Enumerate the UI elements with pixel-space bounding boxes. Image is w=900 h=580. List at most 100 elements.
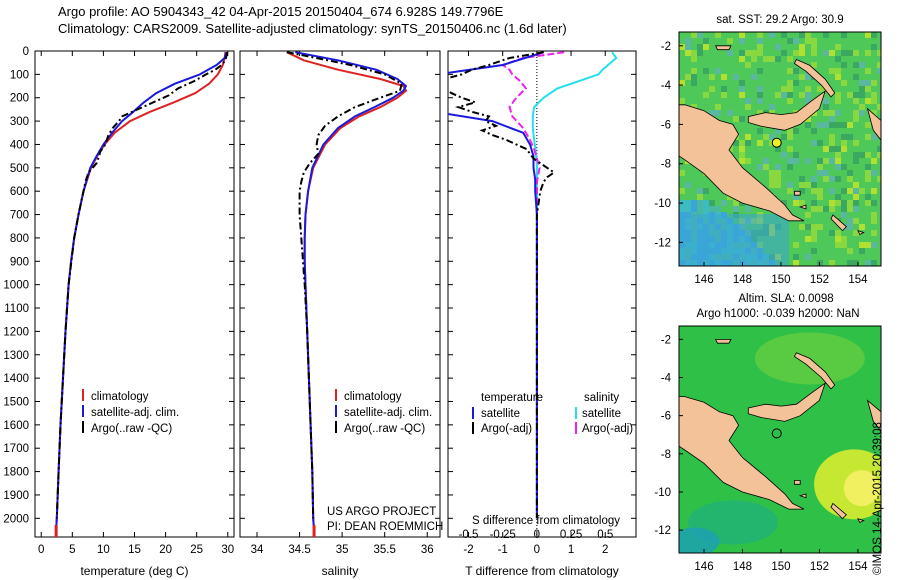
x-tick-label-salinity: 36 <box>421 544 434 556</box>
difference-series-group <box>448 51 618 519</box>
sst-cell <box>877 146 881 152</box>
imos-credit: ©IMOS 14-Apr-2015 20:39:08 <box>872 422 884 575</box>
sst-cell <box>865 200 871 206</box>
sst-cell <box>679 80 685 86</box>
map-y-tick-label: -12 <box>654 525 671 537</box>
sst-cell <box>787 38 793 44</box>
y-tick-label: 100 <box>10 69 29 81</box>
sst-cell <box>823 98 829 104</box>
sst-cell <box>787 80 793 86</box>
sst-cell <box>841 32 847 38</box>
y-tick-label: 1800 <box>3 467 29 479</box>
sst-cell <box>877 62 881 68</box>
sst-cell <box>811 44 817 50</box>
y-tick-label: 1100 <box>4 303 29 315</box>
sst-cell <box>703 92 709 98</box>
sst-cell <box>841 134 847 140</box>
sst-cell <box>835 176 841 182</box>
sst-cell <box>793 254 799 260</box>
y-tick-label: 800 <box>10 233 29 245</box>
sst-cell <box>871 80 877 86</box>
legend-label-temperature: Argo(..raw -QC) <box>91 423 172 435</box>
sst-cell <box>793 152 799 158</box>
sst-cell <box>739 86 745 92</box>
sst-cell <box>691 50 697 56</box>
sst-cell <box>799 74 805 80</box>
sst-cell <box>805 92 811 98</box>
x-tick-label-difference: 2 <box>602 544 608 556</box>
title-line-1: Argo profile: AO 5904343_42 04-Apr-2015 … <box>58 4 504 19</box>
sst-cell <box>805 236 811 242</box>
sst-cell <box>817 164 823 170</box>
sst-cell <box>841 62 847 68</box>
x-tick-label-temperature: 25 <box>190 544 203 556</box>
sst-cell <box>787 98 793 104</box>
sst-cell <box>853 74 859 80</box>
map-y-tick-label: -8 <box>661 159 671 171</box>
y-tick-label: 1700 <box>3 443 29 455</box>
sst-cell <box>775 182 781 188</box>
sst-cell <box>721 74 727 80</box>
sst-cell <box>685 206 691 212</box>
sst-cell <box>697 194 703 200</box>
sst-cell <box>811 230 817 236</box>
sst-cell <box>865 32 871 38</box>
sst-cell <box>817 260 823 266</box>
sst-cell <box>823 170 829 176</box>
legend-label-temperature: climatology <box>91 391 149 403</box>
sst-cell <box>817 158 823 164</box>
sst-cell <box>739 38 745 44</box>
sst-cell <box>757 92 763 98</box>
sst-cell <box>841 236 847 242</box>
sst-cell <box>865 176 871 182</box>
sst-cell <box>847 206 853 212</box>
sst-cell <box>769 176 775 182</box>
map-x-tick-label: 152 <box>810 561 829 573</box>
sst-cell <box>787 164 793 170</box>
sst-cell <box>829 146 835 152</box>
sst-cell <box>829 68 835 74</box>
sst-cell <box>793 80 799 86</box>
sst-cell <box>853 230 859 236</box>
sst-cell <box>685 38 691 44</box>
land-polygon <box>794 190 801 196</box>
sst-cell <box>853 110 859 116</box>
annotation-project: US ARGO PROJECT <box>327 506 436 518</box>
sst-cell <box>697 200 703 206</box>
sst-cell <box>691 200 697 206</box>
sst-cell <box>787 188 793 194</box>
sst-cell <box>853 188 859 194</box>
map-y-tick-label: -12 <box>654 237 671 249</box>
y-tick-label: 500 <box>10 163 29 175</box>
land-polygon <box>714 45 732 51</box>
sst-cell <box>871 212 877 218</box>
sst-cell <box>691 74 697 80</box>
y-tick-label: 0 <box>23 46 29 58</box>
sst-cell <box>841 122 847 128</box>
sst-cell <box>805 122 811 128</box>
sst-cell <box>709 86 715 92</box>
sst-cell <box>751 56 757 62</box>
sst-cell <box>829 116 835 122</box>
sst-cell <box>781 134 787 140</box>
sst-cell <box>871 32 877 38</box>
sst-cell <box>811 224 817 230</box>
sst-cell <box>841 188 847 194</box>
sst-cell <box>841 50 847 56</box>
land-polygon <box>866 399 881 432</box>
sst-cell <box>703 38 709 44</box>
sst-cell <box>853 140 859 146</box>
sst-cell <box>703 68 709 74</box>
sst-cell <box>853 50 859 56</box>
top-x-tick-label: -0.25 <box>490 529 516 541</box>
land-polygon <box>866 107 881 141</box>
sst-cell <box>679 98 685 104</box>
sst-cell <box>859 92 865 98</box>
sst-cell <box>769 32 775 38</box>
sst-cell <box>817 188 823 194</box>
sst-cell <box>847 170 853 176</box>
sst-cell <box>835 164 841 170</box>
sst-cell <box>721 86 727 92</box>
sst-cell <box>739 80 745 86</box>
sst-cell <box>835 194 841 200</box>
